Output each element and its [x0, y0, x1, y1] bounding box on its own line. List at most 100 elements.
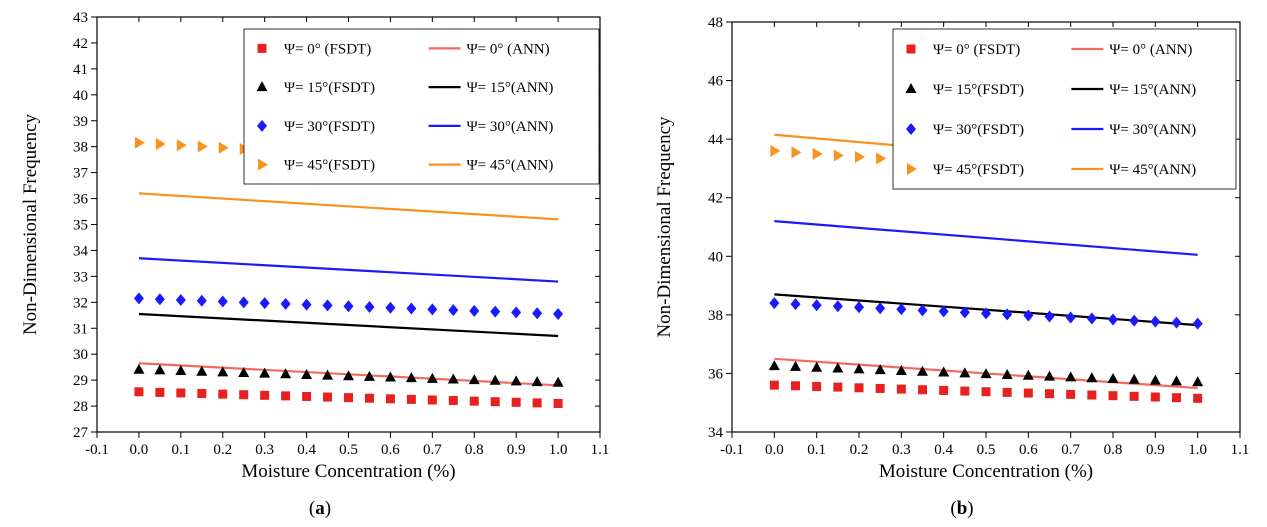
fsdt-marker [217, 295, 228, 308]
fsdt-marker [133, 292, 144, 305]
fsdt-marker [917, 365, 928, 376]
fsdt-marker [405, 372, 417, 383]
legend-marker [905, 83, 917, 93]
x-tick-label: 0.3 [892, 442, 911, 458]
fsdt-marker [448, 396, 458, 406]
x-tick-label: 0.1 [807, 442, 826, 458]
fsdt-marker [1002, 387, 1012, 397]
fsdt-marker [1065, 311, 1076, 324]
fsdt-marker [1150, 315, 1161, 328]
y-tick-label: 27 [73, 425, 89, 441]
fsdt-marker [302, 391, 312, 401]
y-tick-label: 31 [73, 321, 88, 337]
fsdt-markers [769, 297, 1203, 330]
fsdt-marker [469, 396, 479, 406]
fsdt-marker [553, 307, 564, 320]
fsdt-marker [1022, 369, 1034, 380]
fsdt-marker [281, 391, 291, 401]
fsdt-marker [384, 371, 396, 382]
fsdt-marker [301, 298, 312, 311]
fsdt-marker [406, 394, 416, 404]
fsdt-marker [448, 304, 459, 317]
fsdt-marker [196, 365, 208, 376]
fsdt-marker [875, 383, 885, 393]
x-tick-label: 0.5 [339, 442, 358, 458]
legend-label: Ψ= 15°(FSDT) [933, 82, 1024, 98]
x-tick-label: -0.1 [720, 442, 744, 458]
fsdt-marker [855, 151, 865, 164]
x-tick-label: 0.0 [765, 442, 784, 458]
fsdt-marker [790, 298, 801, 311]
x-tick-label: 0.3 [255, 442, 274, 458]
fsdt-marker [770, 144, 781, 157]
legend-label: Ψ= 15°(FSDT) [284, 80, 375, 96]
fsdt-marker [239, 390, 249, 400]
y-tick-label: 39 [73, 114, 88, 130]
fsdt-marker [489, 374, 501, 385]
x-tick-label: 0.9 [1146, 442, 1165, 458]
fsdt-markers [134, 387, 563, 408]
fsdt-marker [832, 300, 843, 313]
fsdt-marker [1129, 314, 1140, 327]
fsdt-marker [238, 366, 250, 377]
fsdt-marker [197, 389, 207, 399]
fsdt-marker [406, 302, 417, 315]
fsdt-marker [1192, 376, 1204, 387]
fsdt-marker [155, 387, 165, 397]
fsdt-marker [344, 393, 353, 403]
fsdt-marker [769, 297, 780, 310]
legend-label: Ψ= 45°(FSDT) [933, 162, 1024, 178]
fsdt-marker [790, 360, 801, 371]
fsdt-marker [552, 376, 564, 387]
legend-marker [257, 119, 267, 132]
fsdt-marker [155, 138, 166, 151]
fsdt-markers [133, 292, 564, 320]
x-tick-label: 0.9 [507, 442, 526, 458]
fsdt-marker [875, 302, 886, 315]
fsdt-marker [301, 368, 313, 379]
y-tick-label: 37 [73, 166, 89, 182]
fsdt-marker [385, 394, 395, 404]
fsdt-marker [1172, 393, 1181, 403]
fsdt-marker [1086, 312, 1097, 325]
fsdt-marker [939, 385, 949, 395]
fsdt-marker [511, 306, 522, 319]
fsdt-marker [791, 381, 800, 391]
legend-label: Ψ= 45°(ANN) [1109, 162, 1196, 178]
legend-label: Ψ= 0° (FSDT) [933, 42, 1020, 58]
legend-marker [906, 44, 916, 54]
fsdt-marker [469, 304, 480, 317]
y-tick-label: 46 [708, 74, 724, 90]
fsdt-marker [259, 367, 271, 378]
fsdt-marker [1086, 372, 1098, 383]
y-tick-label: 34 [708, 425, 724, 441]
x-tick-label: 0.5 [977, 442, 996, 458]
fsdt-marker [768, 360, 780, 371]
fsdt-marker [1192, 317, 1203, 330]
fsdt-marker [532, 307, 543, 320]
fsdt-marker [260, 390, 270, 400]
y-axis-title: Non-Dimensional Frequency [654, 116, 675, 338]
fsdt-marker [217, 366, 229, 377]
y-tick-label: 35 [73, 218, 88, 234]
fsdt-marker [510, 375, 522, 386]
fsdt-marker [468, 374, 480, 385]
fsdt-marker [853, 363, 865, 374]
fsdt-marker [553, 398, 563, 408]
panel-label: (a) [309, 498, 331, 519]
x-tick-label: 0.0 [130, 442, 149, 458]
fsdt-marker [1129, 391, 1139, 401]
y-tick-label: 38 [73, 140, 88, 156]
fsdt-marker [426, 372, 438, 383]
y-tick-label: 38 [708, 308, 723, 324]
chart-b: -0.1 0.0 0.1 0.2 0.3 0.4 0.5 0.6 0.7 0.8 0.9 1.0 1.1… [654, 15, 1249, 519]
legend-marker [257, 43, 267, 53]
y-tick-label: 42 [73, 36, 88, 52]
fsdt-marker [175, 293, 186, 306]
fsdt-marker [1065, 371, 1077, 382]
x-tick-label: 0.4 [297, 442, 316, 458]
fsdt-marker [343, 370, 354, 381]
fsdt-marker [1044, 370, 1055, 381]
y-tick-label: 43 [73, 10, 88, 26]
x-tick-label: 1.0 [1188, 442, 1207, 458]
